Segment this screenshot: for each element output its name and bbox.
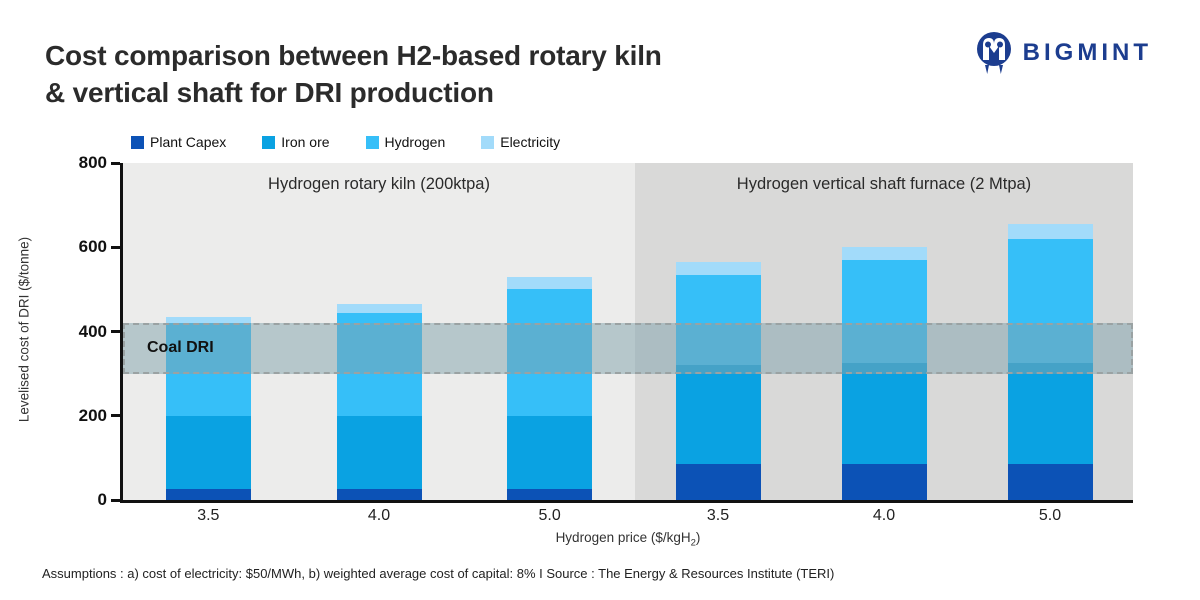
bar-segment-plant-capex bbox=[165, 489, 251, 500]
bar-segment-iron-ore bbox=[165, 415, 251, 490]
legend-swatch bbox=[131, 135, 144, 149]
legend-item: Plant Capex bbox=[131, 134, 226, 150]
bar-segment-plant-capex bbox=[507, 489, 593, 500]
legend-item-label: Hydrogen bbox=[384, 134, 446, 150]
bar-segment-electricity bbox=[841, 247, 927, 260]
x-tick-label: 5.0 bbox=[538, 507, 561, 524]
bar-segment-plant-capex bbox=[675, 464, 761, 500]
y-tick-mark bbox=[111, 414, 120, 418]
bar-segment-electricity bbox=[1007, 224, 1093, 239]
bigmint-logo-text: BIGMINT bbox=[1022, 39, 1152, 66]
legend-item-label: Plant Capex bbox=[150, 134, 227, 150]
x-tick-label: 5.0 bbox=[1038, 507, 1062, 524]
page-title: Cost comparison between H2-based rotary … bbox=[45, 38, 662, 112]
x-tick-label: 3.5 bbox=[197, 507, 220, 524]
y-axis-title: Levelised cost of DRI ($/tonne) bbox=[16, 236, 32, 423]
page-title-line2: & vertical shaft for DRI production bbox=[45, 76, 494, 108]
legend-item: Iron ore bbox=[262, 134, 330, 150]
bar-segment-electricity bbox=[165, 316, 251, 324]
bar-segment-iron-ore bbox=[507, 415, 593, 490]
coal-dri-label: Coal DRI bbox=[147, 339, 214, 357]
bar-segment-iron-ore bbox=[1007, 363, 1093, 465]
x-tick-label: 3.5 bbox=[706, 507, 730, 524]
bar-segment-plant-capex bbox=[1007, 464, 1093, 500]
y-tick-label: 800 bbox=[78, 153, 107, 172]
legend-swatch bbox=[481, 135, 495, 149]
y-axis-line bbox=[120, 163, 123, 503]
bar-segment-plant-capex bbox=[336, 489, 422, 500]
bar-segment-electricity bbox=[336, 304, 422, 313]
x-axis-title: Hydrogen price ($/kgH2) bbox=[555, 530, 701, 549]
x-axis-line bbox=[120, 500, 1133, 503]
bar-segment-electricity bbox=[507, 276, 593, 290]
y-tick-mark bbox=[111, 161, 120, 165]
y-tick-label: 600 bbox=[78, 237, 107, 257]
bigmint-logo-icon bbox=[976, 32, 1011, 74]
legend-swatch bbox=[365, 135, 379, 149]
bar-segment-iron-ore bbox=[336, 415, 422, 490]
bar-segment-plant-capex bbox=[841, 464, 927, 500]
y-tick-mark bbox=[111, 245, 120, 249]
bar-segment-iron-ore bbox=[841, 363, 927, 465]
y-tick-label: 0 bbox=[97, 490, 107, 509]
bigmint-logo: BIGMINT bbox=[974, 30, 1152, 76]
coal-dri-band: Coal DRI bbox=[123, 323, 1133, 374]
legend-item-label: Electricity bbox=[500, 134, 561, 150]
legend-item: Hydrogen bbox=[365, 134, 446, 150]
panel-title: Hydrogen vertical shaft furnace (2 Mtpa) bbox=[736, 175, 1032, 193]
y-tick-label: 400 bbox=[78, 321, 107, 341]
legend-item: Electricity bbox=[481, 134, 560, 150]
page-title-line1: Cost comparison between H2-based rotary … bbox=[45, 40, 662, 71]
bar-segment-electricity bbox=[675, 261, 761, 275]
legend: Plant Capex Iron ore Hydrogen Electricity bbox=[131, 134, 560, 150]
x-tick-label: 4.0 bbox=[367, 507, 391, 524]
x-tick-label: 4.0 bbox=[872, 507, 896, 524]
y-tick-mark bbox=[111, 498, 120, 502]
y-tick-mark bbox=[111, 330, 120, 333]
legend-swatch bbox=[262, 135, 276, 149]
legend-item-label: Iron ore bbox=[281, 134, 330, 150]
footnote: Assumptions : a) cost of electricity: $5… bbox=[42, 566, 835, 581]
bar-segment-iron-ore bbox=[675, 365, 761, 465]
panel-title: Hydrogen rotary kiln (200ktpa) bbox=[268, 175, 490, 193]
y-tick-label: 200 bbox=[78, 405, 107, 425]
